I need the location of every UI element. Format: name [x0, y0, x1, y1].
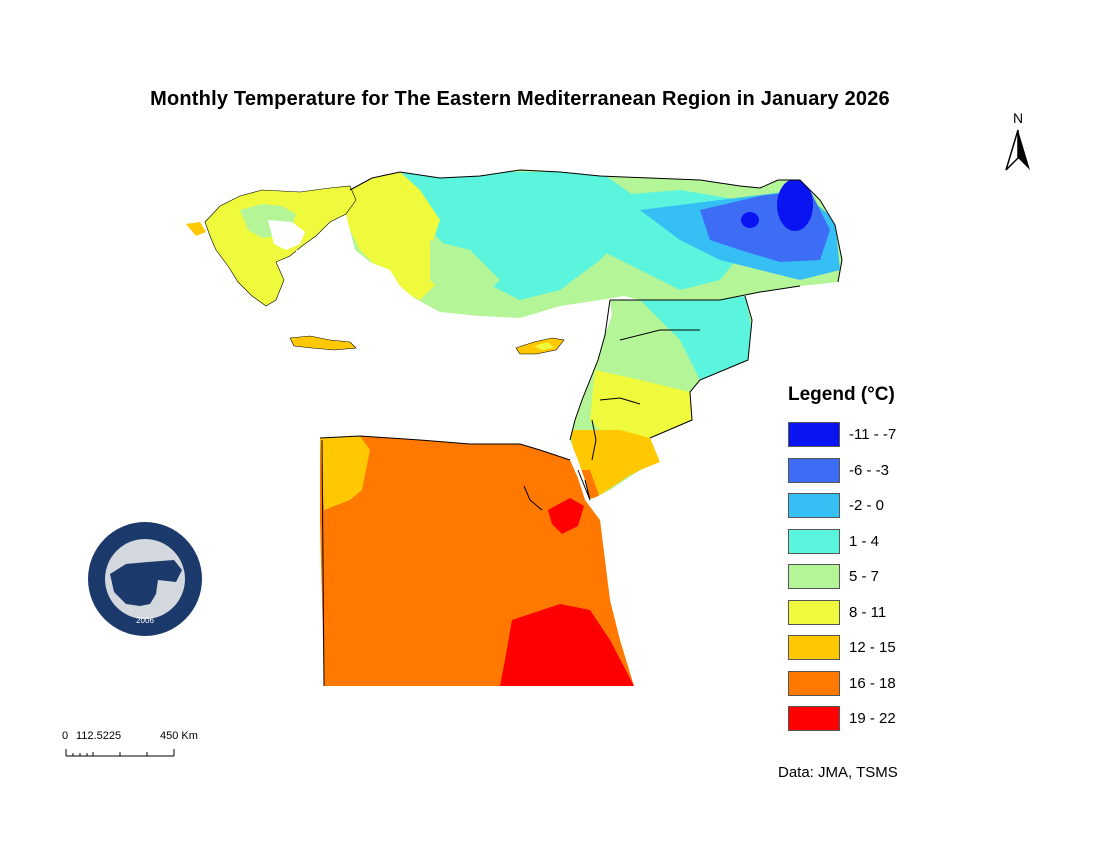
scale-tick-1: 112.5225 [76, 730, 122, 742]
legend-swatch [788, 564, 840, 589]
legend-swatch [788, 635, 840, 660]
legend-label: 19 - 22 [849, 710, 896, 727]
legend-label: -6 - -3 [849, 461, 890, 479]
legend-swatch [788, 670, 840, 696]
legend-swatch [788, 457, 840, 483]
scale-bar: 0 112.5225 450 Km [60, 730, 240, 760]
legend-label: 5 - 7 [849, 568, 880, 585]
data-credit: Data: JMA, TSMS [778, 764, 898, 781]
turkey-region [345, 170, 842, 318]
north-arrow: N [1002, 110, 1034, 174]
legend-label: -2 - 0 [849, 497, 885, 514]
scale-tick-0: 0 [62, 730, 69, 742]
north-arrow-icon [1005, 129, 1030, 171]
legend-label: 12 - 15 [849, 639, 896, 656]
north-label: N [1012, 110, 1024, 126]
country-borders [319, 169, 843, 687]
emcc-logo: 2006 [86, 520, 204, 638]
legend-label: 16 - 18 [849, 674, 896, 692]
scale-bar-graphic [65, 749, 175, 757]
legend-swatch [788, 706, 840, 731]
legend-label: 8 - 11 [849, 603, 887, 621]
legend-swatch [788, 528, 840, 554]
legend-swatch [788, 422, 840, 447]
legend-title: Legend (°C) [788, 384, 895, 405]
logo-year: 2006 [136, 616, 154, 625]
legend-swatch [788, 599, 840, 625]
map-title: Monthly Temperature for The Eastern Medi… [150, 88, 890, 110]
legend-label: 1 - 4 [849, 532, 880, 550]
greece-region [186, 185, 565, 355]
legend-label: -11 - -7 [849, 426, 897, 443]
levant-region [570, 296, 752, 500]
scale-tick-2: 450 Km [160, 730, 198, 742]
emcc-logo-icon: 2006 [88, 522, 202, 636]
legend-swatch [788, 493, 840, 518]
